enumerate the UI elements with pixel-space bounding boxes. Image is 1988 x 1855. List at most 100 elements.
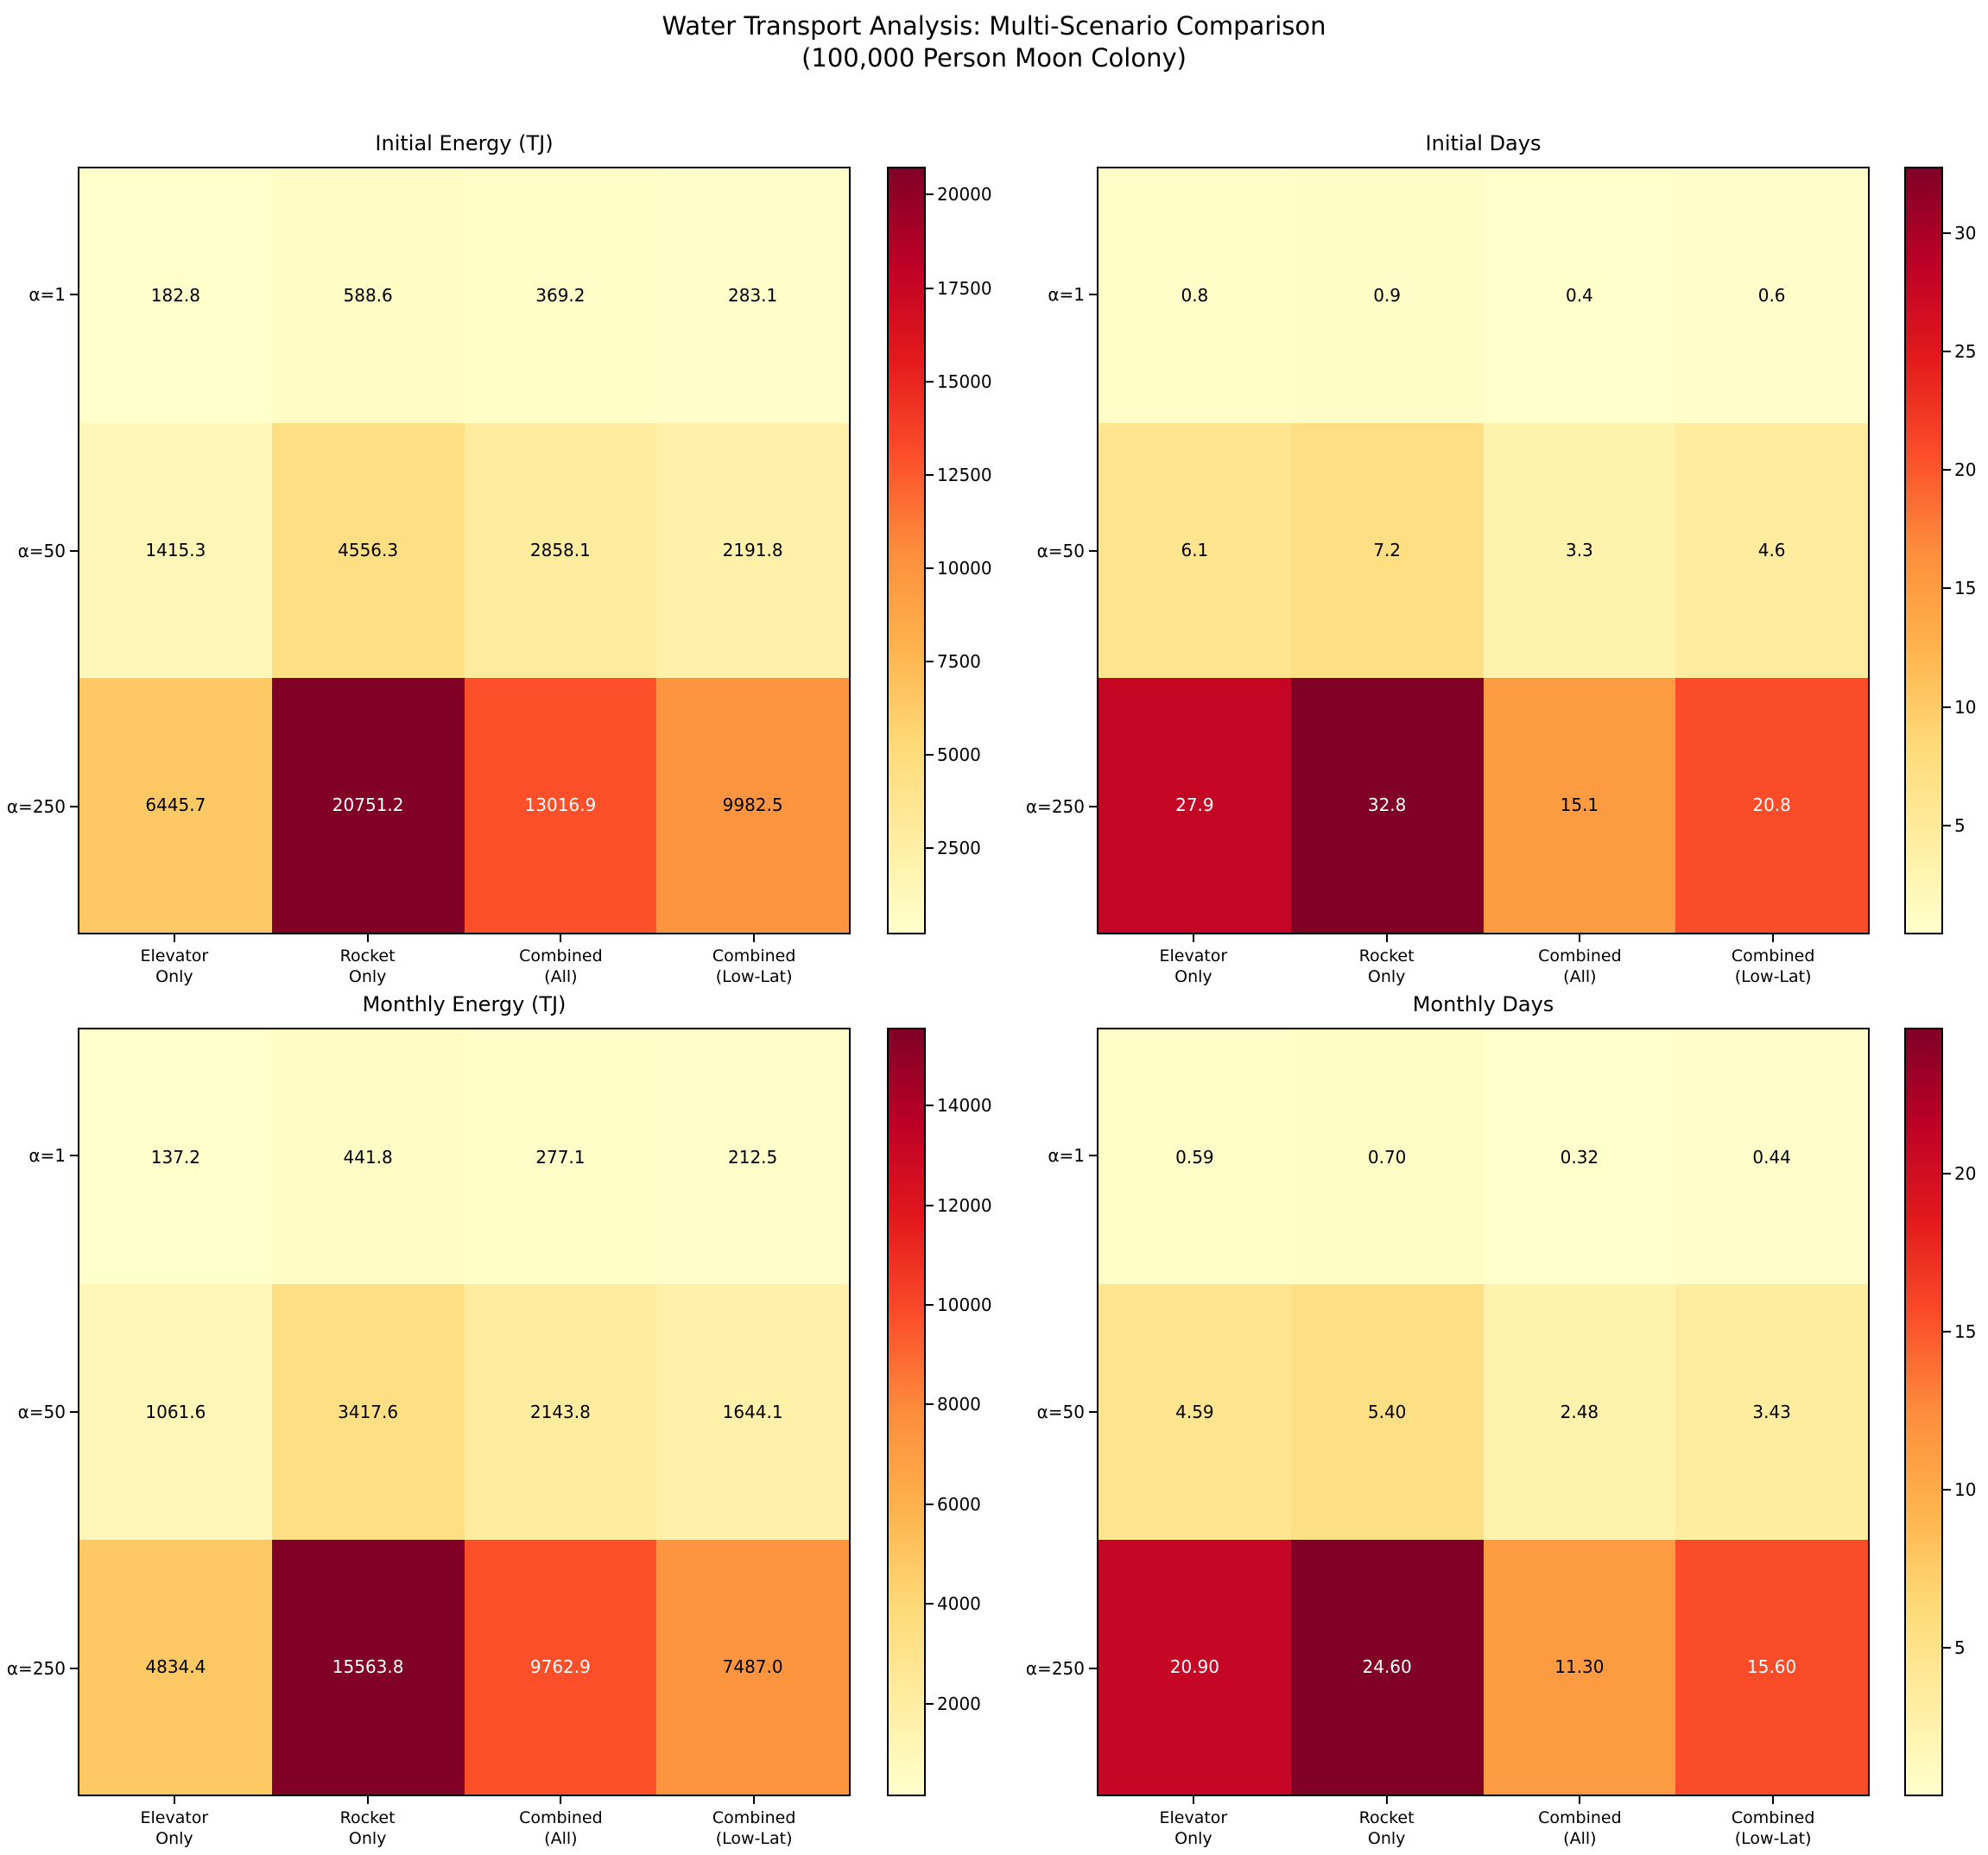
heatmap-cell-value: 7.2 (1373, 540, 1402, 561)
heatmap-cell-value: 15.1 (1560, 795, 1599, 816)
x-tick-label-line: Combined (1538, 1808, 1622, 1827)
x-tick-label-line: Only (155, 1829, 193, 1848)
y-tick-label: α=50 (17, 540, 66, 561)
heatmap-cell-value: 7487.0 (722, 1656, 783, 1678)
heatmap-cell-value: 3.3 (1565, 540, 1593, 561)
x-tick-label-line: Only (155, 967, 193, 986)
x-axis-tick (1192, 934, 1194, 942)
colorbar-tick (926, 1403, 934, 1406)
x-tick-label-line: Elevator (140, 1808, 209, 1827)
y-axis-tick (70, 1155, 78, 1157)
y-tick-label: α=250 (6, 1657, 66, 1679)
x-tick-label-line: Only (1367, 967, 1406, 986)
colorbar-tick (926, 1105, 934, 1107)
colorbar-tick (926, 1603, 934, 1605)
x-tick-label-line: Combined (1731, 946, 1815, 965)
x-tick-label-line: Combined (519, 1808, 603, 1827)
x-tick-label-line: Elevator (1159, 946, 1228, 965)
heatmap-cell: 13016.9 (464, 677, 657, 933)
heatmap-cell-value: 20751.2 (332, 795, 404, 816)
colorbar-tick-label: 7500 (937, 650, 981, 672)
x-axis-tick (1579, 934, 1581, 942)
x-tick-label-line: (Low-Lat) (1734, 967, 1812, 986)
x-tick-label: Elevator Only (1094, 946, 1293, 987)
colorbar-tick (926, 1503, 934, 1505)
heatmap-cell: 1415.3 (79, 422, 272, 678)
heatmap-cell-value: 277.1 (535, 1146, 586, 1168)
heatmap-cell-value: 6.1 (1181, 540, 1209, 561)
x-axis-tick (1772, 1796, 1775, 1804)
x-tick-label-line: Combined (712, 946, 796, 965)
heatmap-cell-value: 4556.3 (338, 540, 399, 561)
colorbar-tick-label: 8000 (937, 1394, 981, 1415)
heatmap-cell-value: 0.44 (1752, 1146, 1791, 1168)
heatmap-cell-value: 1061.6 (145, 1401, 206, 1422)
x-tick-label: Combined (Low-Lat) (655, 946, 853, 987)
heatmap-cell-value: 9762.9 (529, 1656, 591, 1678)
heatmap-cell: 20751.2 (271, 677, 465, 933)
heatmap-cell-value: 2143.8 (529, 1401, 591, 1422)
colorbar-tick-label: 6000 (937, 1493, 981, 1515)
heatmap-cell: 182.8 (79, 168, 272, 423)
subplot-title: Initial Days (1425, 131, 1542, 155)
y-tick-label: α=50 (1036, 540, 1085, 561)
colorbar-tick (1943, 824, 1951, 826)
heatmap-cell-value: 0.6 (1757, 285, 1786, 307)
x-tick-label-line: Rocket (1358, 1808, 1415, 1827)
x-tick-label: Combined (Low-Lat) (1674, 1808, 1872, 1849)
heatmap-cell: 4556.3 (271, 422, 465, 678)
x-tick-label-line: Only (348, 967, 387, 986)
x-tick-label: Elevator Only (75, 946, 274, 987)
y-tick-label: α=1 (28, 284, 66, 306)
heatmap-cell-value: 9982.5 (722, 795, 783, 816)
heatmap-cell: 2858.1 (464, 422, 657, 678)
colorbar-tick (1943, 351, 1951, 353)
heatmap-cell: 2191.8 (656, 422, 849, 678)
figure-title: Water Transport Analysis: Multi-Scenario… (0, 10, 1988, 74)
colorbar-tick-label: 10000 (937, 1294, 992, 1315)
colorbar-tick (1943, 231, 1951, 234)
heatmap-cell: 20.8 (1675, 677, 1868, 933)
x-tick-label: Combined (All) (461, 946, 660, 987)
x-axis-tick (1579, 1796, 1581, 1804)
heatmap-cell: 0.4 (1483, 168, 1676, 423)
y-tick-label: α=250 (1025, 1657, 1085, 1679)
x-tick-label-line: Only (1367, 1829, 1406, 1848)
colorbar-tick (1943, 1647, 1951, 1649)
y-tick-label: α=250 (1025, 795, 1085, 817)
heatmap-cell-value: 3.43 (1752, 1401, 1791, 1422)
heatmap-cell: 369.2 (464, 168, 657, 423)
heatmap-cell-value: 1644.1 (722, 1401, 783, 1422)
colorbar (887, 1028, 926, 1796)
heatmap-cell-value: 5.40 (1367, 1401, 1407, 1422)
x-tick-label: Combined (Low-Lat) (1674, 946, 1872, 987)
colorbar-tick-label: 5 (1954, 814, 1966, 836)
x-tick-label: Rocket Only (1288, 946, 1486, 987)
y-axis-tick (70, 549, 78, 552)
x-tick-label-line: (Low-Lat) (1734, 1829, 1812, 1848)
colorbar-tick-label: 20000 (937, 184, 992, 206)
heatmap-cell-value: 2858.1 (529, 540, 591, 561)
x-axis-tick (560, 934, 562, 942)
colorbar-tick-label: 20 (1954, 1162, 1977, 1184)
colorbar-tick-label: 2500 (937, 837, 981, 858)
colorbar-tick (1943, 1489, 1951, 1491)
colorbar-tick-label: 25 (1954, 341, 1977, 363)
heatmap-cell-value: 588.6 (343, 285, 393, 307)
figure-title-line2: (100,000 Person Moon Colony) (801, 43, 1187, 73)
heatmap-cell-value: 137.2 (150, 1146, 201, 1168)
heatmap-cell-value: 283.1 (727, 285, 778, 307)
x-tick-label-line: Elevator (1159, 1808, 1228, 1827)
y-tick-label: α=50 (1036, 1402, 1085, 1422)
x-tick-label: Rocket Only (1288, 1808, 1486, 1849)
heatmap-cell: 6445.7 (79, 677, 272, 933)
heatmap-cell: 2143.8 (464, 1284, 657, 1540)
heatmap-cell: 277.1 (464, 1029, 657, 1285)
colorbar-tick-label: 5000 (937, 744, 981, 765)
x-tick-label-line: Rocket (339, 946, 396, 965)
colorbar-tick (926, 193, 934, 196)
y-axis-tick (70, 294, 78, 296)
x-tick-label-line: Rocket (1358, 946, 1415, 965)
heatmap-cell-value: 15.60 (1746, 1656, 1797, 1678)
x-tick-label-line: Combined (1731, 1808, 1815, 1827)
